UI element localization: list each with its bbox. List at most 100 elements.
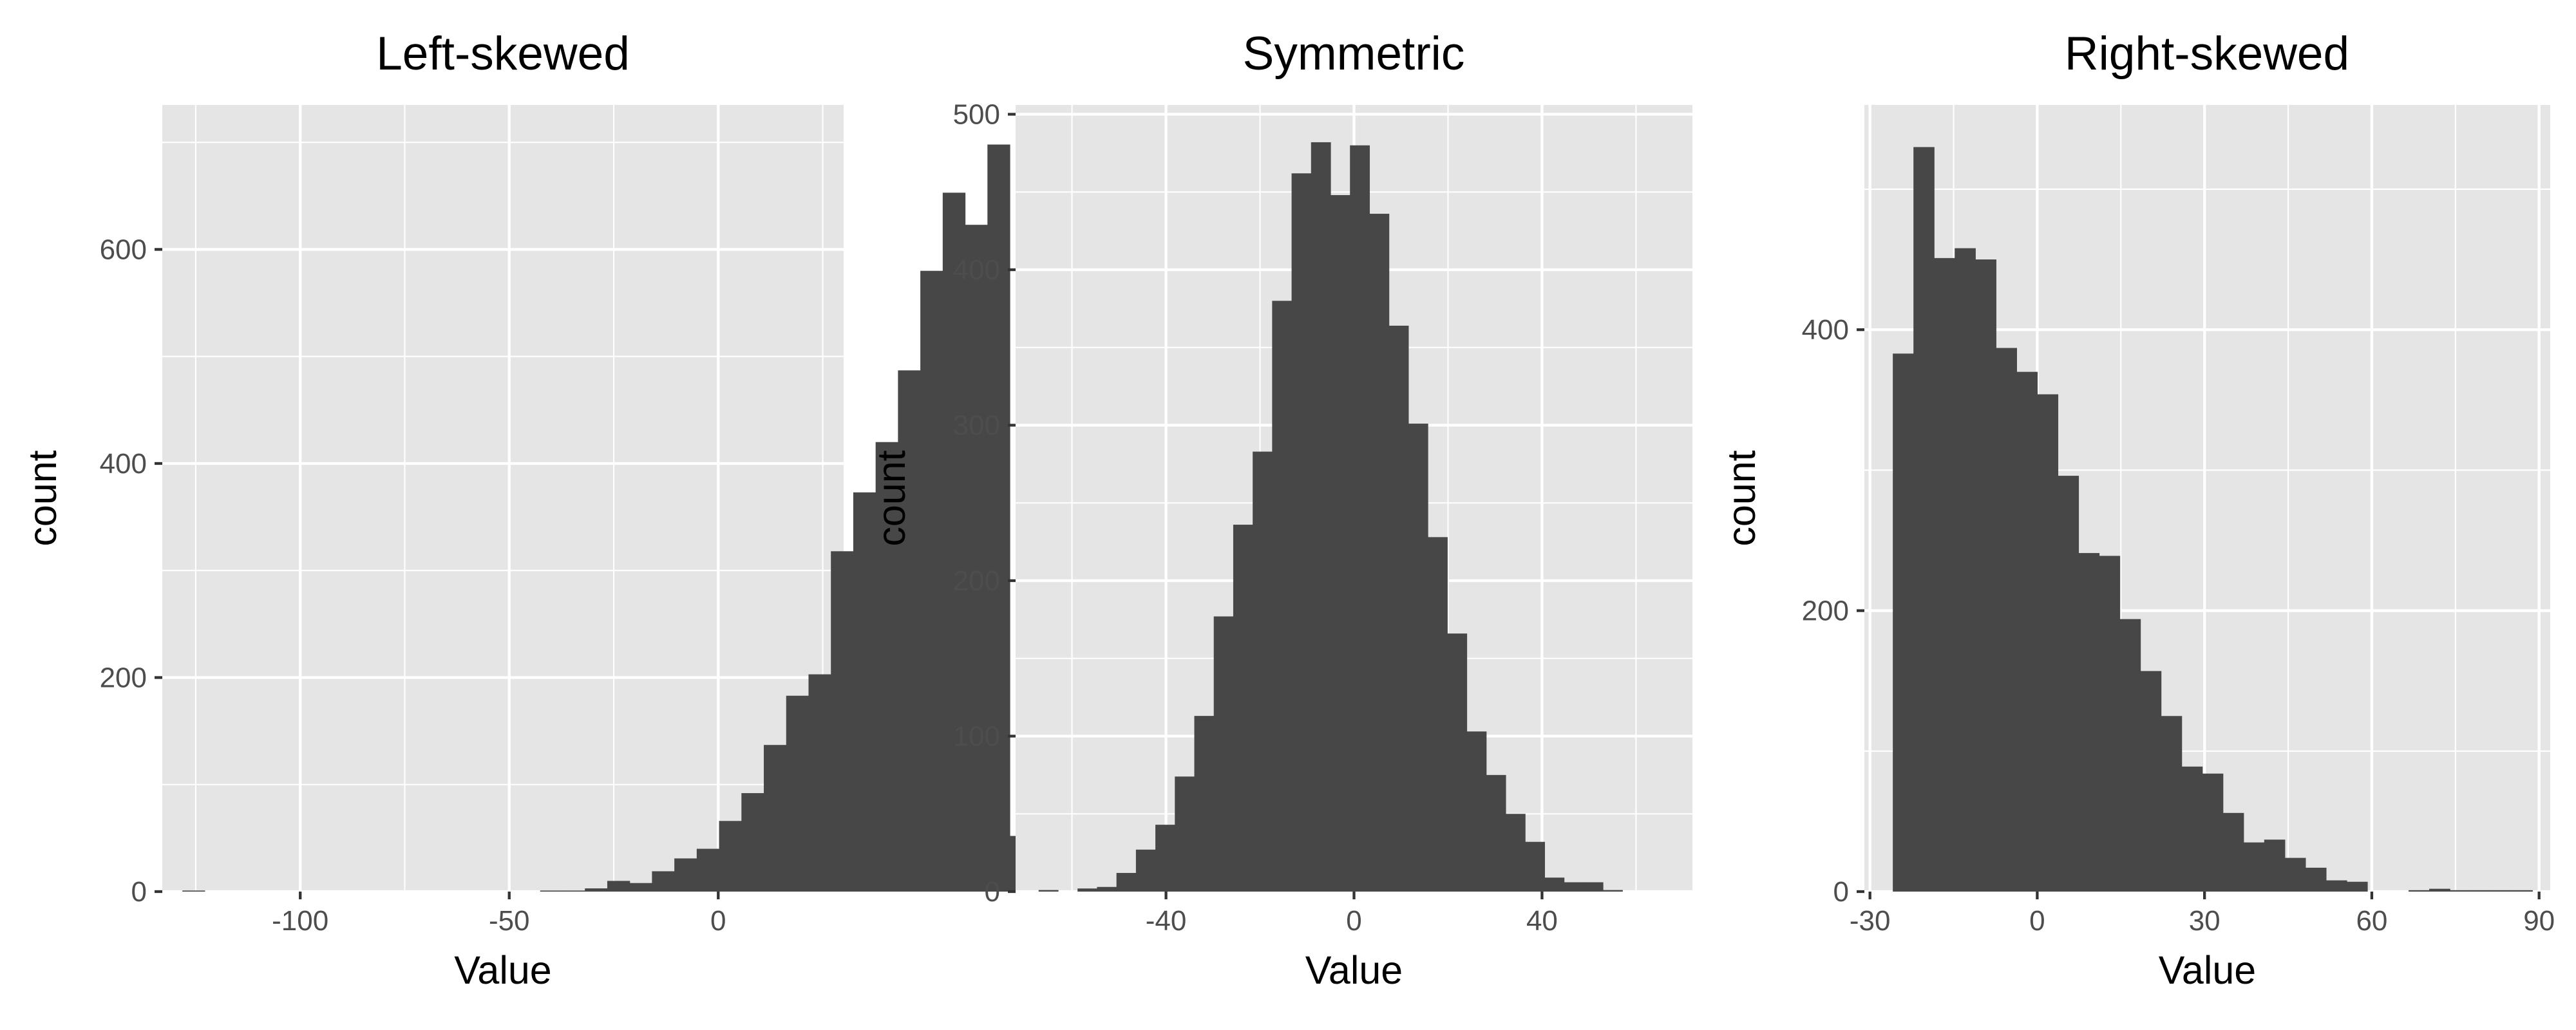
x-tick-label: -50 (489, 905, 530, 937)
histogram-bar (652, 871, 675, 892)
histogram-bar (2181, 766, 2203, 892)
histogram-bar (585, 888, 608, 892)
histogram-bar (1428, 537, 1448, 892)
histogram-bar (1097, 886, 1117, 892)
histogram-bar (1350, 145, 1370, 892)
histogram-bar (1331, 195, 1350, 892)
histogram-bar (1175, 776, 1195, 892)
histogram-bar (2078, 553, 2100, 892)
histogram-bar (1603, 890, 1623, 892)
histogram-bar (1155, 825, 1175, 892)
y-axis-title: count (1719, 450, 1763, 546)
histogram-bar (1388, 325, 1409, 892)
x-tick-label: -40 (1146, 905, 1187, 937)
histogram-bar (1077, 888, 1098, 892)
x-tick-label: 0 (1346, 905, 1361, 937)
histogram-bar (2264, 839, 2286, 892)
histogram-bar (1525, 841, 1545, 892)
histogram-bar (696, 848, 720, 892)
histogram-panel-2: -40 0 400100200300400500SymmetricValuecoun… (869, 28, 1692, 992)
histogram-bar (2140, 671, 2162, 892)
histogram-bar (1583, 882, 1604, 892)
y-tick-label: 400 (100, 448, 147, 480)
x-tick-label: -30 (1850, 905, 1891, 937)
histogram-bar (920, 270, 943, 892)
y-tick-label: 200 (1802, 595, 1849, 627)
histogram-bar (942, 192, 966, 892)
histogram-bar (2161, 716, 2183, 892)
y-axis-title: count (869, 450, 913, 546)
y-tick-label: 0 (1833, 876, 1849, 908)
y-axis-title: count (21, 450, 64, 546)
histogram-bar (741, 793, 764, 892)
histogram-bar (1116, 873, 1137, 892)
histogram-bar (2222, 812, 2244, 892)
histogram-bar (2409, 890, 2430, 892)
histogram-bar (1194, 716, 1215, 892)
histogram-bar (607, 881, 630, 892)
y-tick-label: 500 (953, 98, 1000, 130)
x-tick-label: -100 (272, 905, 328, 937)
x-axis-title: Value (454, 948, 552, 992)
histogram-bar (1544, 877, 1565, 892)
histogram-bar (629, 883, 652, 892)
histogram-bar (2305, 867, 2327, 892)
histogram-bar (786, 695, 810, 892)
histogram-bar (831, 551, 854, 892)
y-tick-label: 600 (100, 234, 147, 265)
histogram-bar (1975, 259, 1996, 892)
x-tick-label: 0 (710, 905, 726, 937)
x-axis-title: Value (2159, 948, 2257, 992)
y-tick-label: 200 (100, 662, 147, 693)
histogram-bar (875, 442, 898, 892)
histogram-bar (2325, 880, 2347, 892)
x-axis-title: Value (1305, 948, 1403, 992)
chart-title: Symmetric (1243, 28, 1465, 80)
histogram-bar (562, 890, 585, 892)
y-tick-label: 400 (953, 254, 1000, 286)
y-tick-label: 0 (985, 876, 1000, 908)
histogram-bar (987, 144, 1010, 892)
histogram-bar (1038, 890, 1059, 892)
chart-title: Right-skewed (2065, 28, 2349, 80)
y-tick-label: 300 (953, 409, 1000, 441)
histogram-bar (2016, 371, 2038, 892)
x-tick-label: 90 (2523, 905, 2555, 937)
histogram-bar (2470, 890, 2492, 892)
histogram-panel-1: -100 -50 0 0 200 400 600 Left-skewed Value count (21, 28, 1033, 992)
y-tick-label: 200 (953, 565, 1000, 597)
y-tick-label: 400 (1802, 314, 1849, 346)
histogram-bar (2243, 842, 2265, 892)
histogram-bar (764, 745, 787, 892)
histogram-bar (1893, 353, 1914, 892)
x-tick-label: 60 (2356, 905, 2387, 937)
histogram-bar (1447, 633, 1468, 892)
histogram-bar (540, 890, 564, 892)
y-tick-label: 100 (953, 720, 1000, 752)
histogram-bar (898, 370, 921, 892)
histogram-bar (2119, 619, 2141, 892)
histogram-bar (1486, 774, 1506, 892)
histogram-bar (1408, 424, 1428, 892)
histogram-bar (1233, 525, 1253, 892)
histogram-bar (1272, 301, 1293, 892)
histogram-bar (1996, 348, 2017, 892)
histogram-bar (1913, 147, 1935, 892)
x-tick-label: 30 (2189, 905, 2221, 937)
x-tick-label: 0 (2029, 905, 2045, 937)
histogram-bar (1253, 451, 1273, 892)
histogram-bar (2037, 394, 2059, 892)
histogram-bar (2491, 890, 2512, 892)
histogram-bar (1369, 214, 1390, 892)
histogram-bar (2429, 888, 2450, 892)
y-tick-label: 0 (131, 876, 147, 908)
histogram-bar (2512, 890, 2533, 892)
histogram-bar (1213, 616, 1234, 892)
histogram-bar (1311, 142, 1331, 892)
x-tick-label: 40 (1526, 905, 1558, 937)
histogram-bar (965, 225, 988, 892)
plot-panel-background (162, 105, 844, 892)
histogram-bar (853, 492, 876, 892)
